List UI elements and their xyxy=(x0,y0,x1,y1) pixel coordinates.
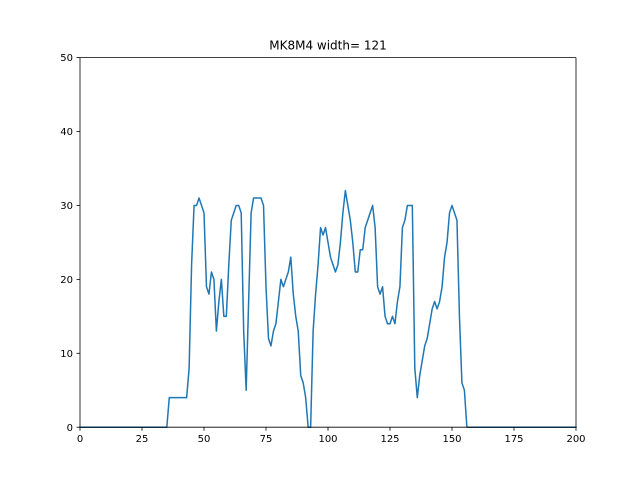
series-layer xyxy=(79,189,577,428)
x-tick-label: 150 xyxy=(442,434,461,445)
y-tick-label: 20 xyxy=(60,275,73,286)
chart-title: MK8M4 width= 121 xyxy=(269,39,387,53)
x-tick-label: 0 xyxy=(77,434,83,445)
y-tick-label: 40 xyxy=(60,127,73,138)
series-line-0 xyxy=(79,189,577,428)
y-tick-label: 0 xyxy=(67,423,73,434)
y-tick-label: 10 xyxy=(60,349,73,360)
x-tick-label: 175 xyxy=(504,434,523,445)
axes-layer: 0 25 50 75 100 125 150 175 200 0 10 20 30 40 50 xyxy=(60,53,585,445)
y-tick-label: 50 xyxy=(60,53,73,64)
x-tick-label: 125 xyxy=(380,434,399,445)
x-tick-label: 75 xyxy=(260,434,273,445)
y-tick-label: 30 xyxy=(60,201,73,212)
x-tick-label: 100 xyxy=(318,434,337,445)
x-tick-label: 200 xyxy=(566,434,585,445)
x-tick-label: 25 xyxy=(136,434,149,445)
x-tick-label: 50 xyxy=(198,434,211,445)
